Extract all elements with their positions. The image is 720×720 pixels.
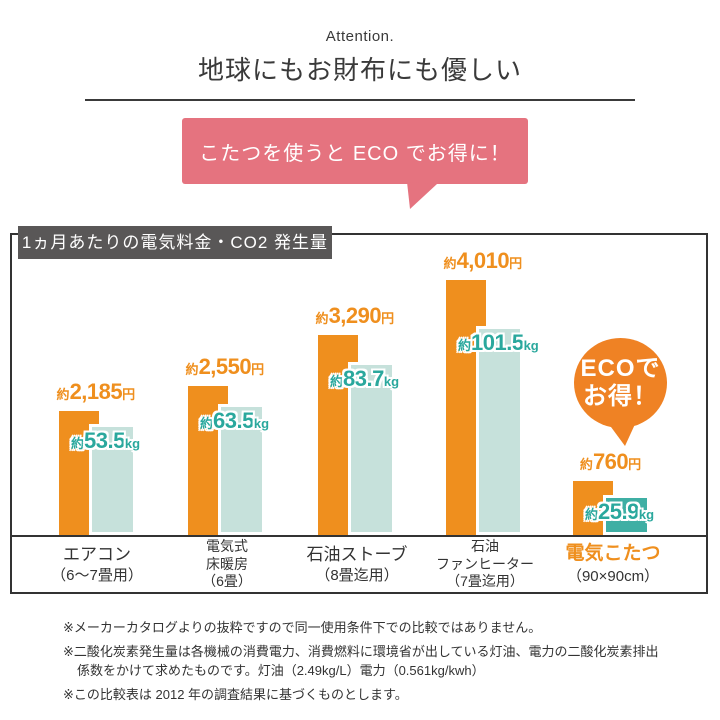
cost-value-label: 約2,550円 bbox=[185, 354, 265, 379]
chart-title: 1ヵ月あたりの電気料金・CO2 発生量 bbox=[18, 226, 332, 259]
cost-value-label: 約4,010円 bbox=[443, 248, 523, 273]
co2-value-label: 約53.5kg bbox=[71, 428, 141, 453]
co2-value-label: 約83.7kg bbox=[330, 366, 400, 391]
bar-group-oil-stove: 約3,290円 約83.7kg bbox=[315, 235, 400, 535]
eco-badge-text-line1: ECOで bbox=[580, 355, 661, 383]
co2-value-label: 約101.5kg bbox=[458, 330, 539, 355]
category-label-aircon: エアコン （6～7畳用） bbox=[51, 544, 143, 584]
bar-group-fan-heater: 約4,010円 約101.5kg bbox=[443, 235, 539, 535]
co2-value-label: 約63.5kg bbox=[200, 408, 270, 433]
eco-badge: ECOで お得！ bbox=[574, 338, 667, 452]
co2-bar bbox=[348, 362, 395, 535]
cost-value-label: 約2,185円 bbox=[56, 379, 136, 404]
eco-badge-text-line2: お得！ bbox=[583, 383, 658, 410]
footnote: ※この比較表は 2012 年の調査結果に基づくものとします。 bbox=[63, 686, 408, 702]
footnotes: ※メーカーカタログよりの抜粋ですので同一使用条件下での比較ではありません。 ※二… bbox=[63, 618, 659, 708]
page-title: 地球にもお財布にも優しい bbox=[197, 55, 522, 85]
footnote: ※メーカーカタログよりの抜粋ですので同一使用条件下での比較ではありません。 bbox=[63, 620, 542, 635]
co2-bar bbox=[603, 495, 650, 535]
co2-value-label: 約25.9kg bbox=[585, 499, 655, 524]
cost-value-label: 約3,290円 bbox=[315, 303, 395, 328]
co2-bar bbox=[89, 424, 136, 535]
category-label-oil-stove: 石油ストーブ （8畳迄用） bbox=[306, 544, 408, 584]
category-label-floor-heating: 電気式 床暖房 （6畳） bbox=[202, 538, 252, 590]
co2-bar bbox=[476, 326, 523, 535]
eco-badge-circle: ECOで お得！ bbox=[574, 338, 667, 428]
axis-line bbox=[12, 535, 706, 537]
plot-area: 約2,185円 約53.5kg 約2,550円 約63.5kg 約3,290円 … bbox=[12, 235, 706, 592]
category-label-kotatsu: 電気こたつ （90×90cm） bbox=[565, 543, 661, 586]
speech-bubble-tail-icon bbox=[407, 182, 437, 209]
bar-group-aircon: 約2,185円 約53.5kg bbox=[56, 235, 141, 535]
eco-badge-tail-icon bbox=[611, 422, 636, 446]
attention-eyebrow: Attention. bbox=[325, 28, 395, 45]
category-row: エアコン （6～7畳用） 電気式 床暖房 （6畳） 石油ストーブ （8畳迄用） … bbox=[12, 537, 706, 592]
bar-group-kotatsu: 約760円 約25.9kg bbox=[573, 235, 655, 535]
chart-panel: 1ヵ月あたりの電気料金・CO2 発生量 約2,185円 約53.5kg 約2,5… bbox=[10, 226, 708, 594]
category-label-fan-heater: 石油 ファンヒーター （7畳迄用） bbox=[436, 538, 534, 590]
bar-group-floor-heating: 約2,550円 約63.5kg bbox=[185, 235, 270, 535]
cost-value-label: 約760円 bbox=[579, 449, 642, 474]
speech-bubble: こたつを使うと ECO でお得に！ bbox=[182, 118, 528, 184]
speech-bubble-text: こたつを使うと ECO でお得に！ bbox=[199, 142, 511, 165]
divider-line bbox=[85, 99, 635, 101]
co2-bar bbox=[218, 404, 265, 535]
footnote: ※二酸化炭素発生量は各機械の消費電力、消費燃料に環境省が出している灯油、電力の二… bbox=[63, 643, 659, 679]
